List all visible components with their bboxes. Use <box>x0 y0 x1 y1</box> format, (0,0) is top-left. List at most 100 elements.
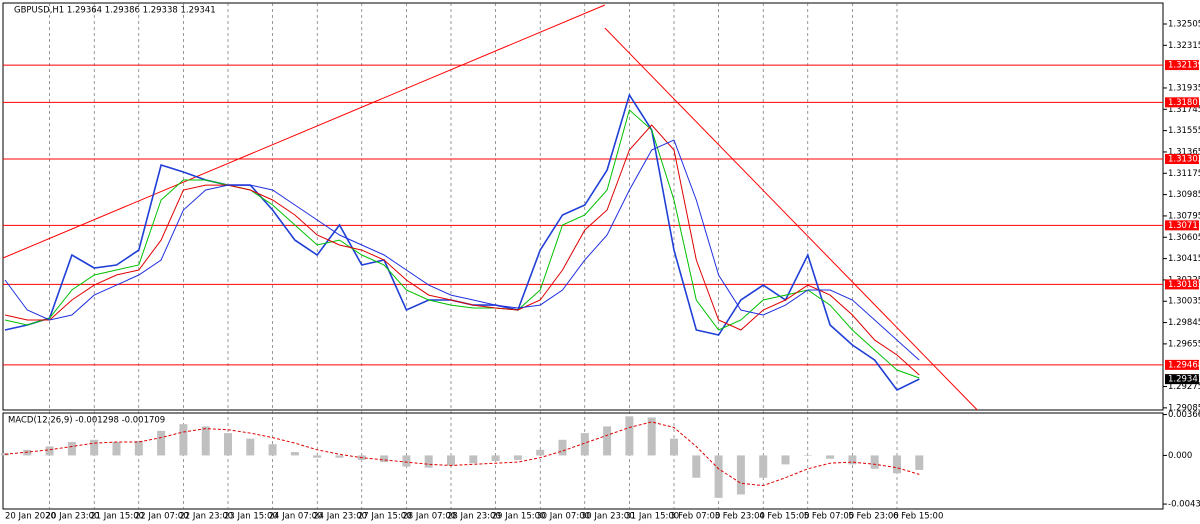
level-tag <box>1165 60 1199 71</box>
level-label: 1.30185 <box>1168 280 1200 290</box>
series-line <box>4 124 920 376</box>
macd-bar <box>201 426 210 456</box>
macd-bar <box>870 455 879 469</box>
macd-panel <box>2 412 1164 510</box>
macd-bar <box>134 440 143 456</box>
series-line <box>4 421 920 487</box>
x-tick-label: 28 Jan 23:00 <box>447 512 501 522</box>
trend-line <box>2 4 606 259</box>
macd-bar <box>491 455 500 461</box>
level-label: 1.32139 <box>1168 61 1200 71</box>
macd-bar <box>848 455 857 465</box>
macd-bar <box>45 446 54 456</box>
macd-bar <box>402 455 411 467</box>
x-tick-label: 24 Jan 07:00 <box>269 512 323 522</box>
macd-bar <box>380 455 389 463</box>
macd-bar <box>290 452 299 456</box>
level-label: 1.30711 <box>1168 221 1200 231</box>
macd-bar <box>90 439 99 456</box>
macd-bar <box>826 455 835 459</box>
x-tick-label: 20 Jan 2020 <box>5 512 56 522</box>
x-tick-label: 4 Feb 15:00 <box>759 512 809 522</box>
macd-bar <box>558 439 567 456</box>
y-tick-label: 1.31555 <box>1168 126 1200 136</box>
y-tick-label: 1.31745 <box>1168 105 1200 115</box>
y-tick-label: 1.32315 <box>1168 41 1200 51</box>
macd-bar <box>714 455 723 498</box>
level-tag <box>1165 279 1199 290</box>
y-tick-label: 1.30985 <box>1168 190 1200 200</box>
macd-bar <box>536 449 545 456</box>
level-tag <box>1165 154 1199 165</box>
level-tag <box>1165 359 1199 370</box>
x-tick-label: 22 Jan 07:00 <box>135 512 189 522</box>
y-tick-label: 0.003662 <box>1168 410 1200 420</box>
y-tick-label: 1.30795 <box>1168 211 1200 221</box>
x-tick-label: 21 Jan 15:00 <box>90 512 144 522</box>
y-tick-label: 1.32505 <box>1168 19 1200 29</box>
macd-bar <box>1 453 9 456</box>
macd-bar <box>224 433 232 456</box>
macd-bar <box>647 417 656 456</box>
x-tick-label: 30 Jan 07:00 <box>536 512 590 522</box>
x-tick-label: 28 Jan 07:00 <box>402 512 456 522</box>
macd-bar <box>513 455 522 460</box>
level-label: 1.31302 <box>1168 155 1200 165</box>
macd-bar <box>112 442 121 456</box>
macd-bar <box>447 455 455 466</box>
y-tick-label: 1.29655 <box>1168 339 1200 349</box>
y-tick-label: 1.29275 <box>1168 382 1200 392</box>
x-tick-label: 30 Jan 23:00 <box>581 512 635 522</box>
macd-bar <box>313 455 322 458</box>
x-tick-label: 3 Feb 07:00 <box>670 512 720 522</box>
trend-line <box>604 27 978 411</box>
macd-bar <box>580 433 589 456</box>
y-tick-label: 0.000 <box>1168 451 1192 461</box>
macd-bar <box>246 438 255 456</box>
x-tick-label: 6 Feb 15:00 <box>893 512 943 522</box>
y-tick-label: 1.29085 <box>1168 403 1200 413</box>
x-tick-label: 27 Jan 15:00 <box>358 512 412 522</box>
macd-bar <box>759 455 768 478</box>
macd-bar <box>23 449 32 456</box>
x-tick-label: 5 Feb 23:00 <box>848 512 898 522</box>
y-tick-label: 1.30035 <box>1168 297 1200 307</box>
macd-title: MACD(12,26,9) -0.001298 -0.001709 <box>8 416 165 426</box>
x-tick-label: 31 Jan 15:00 <box>625 512 679 522</box>
y-tick-label: 1.31175 <box>1168 169 1200 179</box>
macd-bar <box>692 455 701 478</box>
macd-bar <box>157 430 166 456</box>
series-line <box>4 109 920 379</box>
last-price-label: 1.29341 <box>1168 375 1200 385</box>
macd-bar <box>781 455 790 465</box>
y-tick-label: 1.30605 <box>1168 233 1200 243</box>
macd-bar <box>625 416 634 456</box>
last-price-tag <box>1165 374 1199 385</box>
macd-bar <box>424 455 433 468</box>
x-tick-label: 3 Feb 23:00 <box>715 512 765 522</box>
macd-bar <box>915 455 924 470</box>
y-tick-label: 1.29845 <box>1168 318 1200 328</box>
macd-bar <box>893 455 901 474</box>
macd-bar <box>268 444 277 456</box>
x-tick-label: 20 Jan 23:00 <box>46 512 100 522</box>
y-tick-label: 1.31365 <box>1168 147 1200 157</box>
macd-bar <box>670 438 678 456</box>
macd-bar <box>469 455 478 464</box>
macd-bar <box>736 455 745 495</box>
level-tag <box>1165 97 1199 108</box>
y-tick-label: 1.30415 <box>1168 254 1200 264</box>
level-tag <box>1165 220 1199 231</box>
x-tick-label: 24 Jan 23:00 <box>313 512 367 522</box>
macd-bar <box>67 442 76 456</box>
x-tick-label: 23 Jan 15:00 <box>224 512 278 522</box>
level-label: 1.29468 <box>1168 360 1200 370</box>
x-tick-label: 5 Feb 07:00 <box>804 512 854 522</box>
macd-bar <box>803 455 812 456</box>
chart-title: GBPUSD,H1 1.29364 1.29386 1.29338 1.2934… <box>14 6 216 16</box>
x-tick-label: 29 Jan 15:00 <box>492 512 546 522</box>
macd-bar <box>335 455 344 458</box>
macd-bar <box>179 424 188 456</box>
series-line <box>4 139 920 361</box>
y-tick-label: -0.004358 <box>1168 500 1200 510</box>
